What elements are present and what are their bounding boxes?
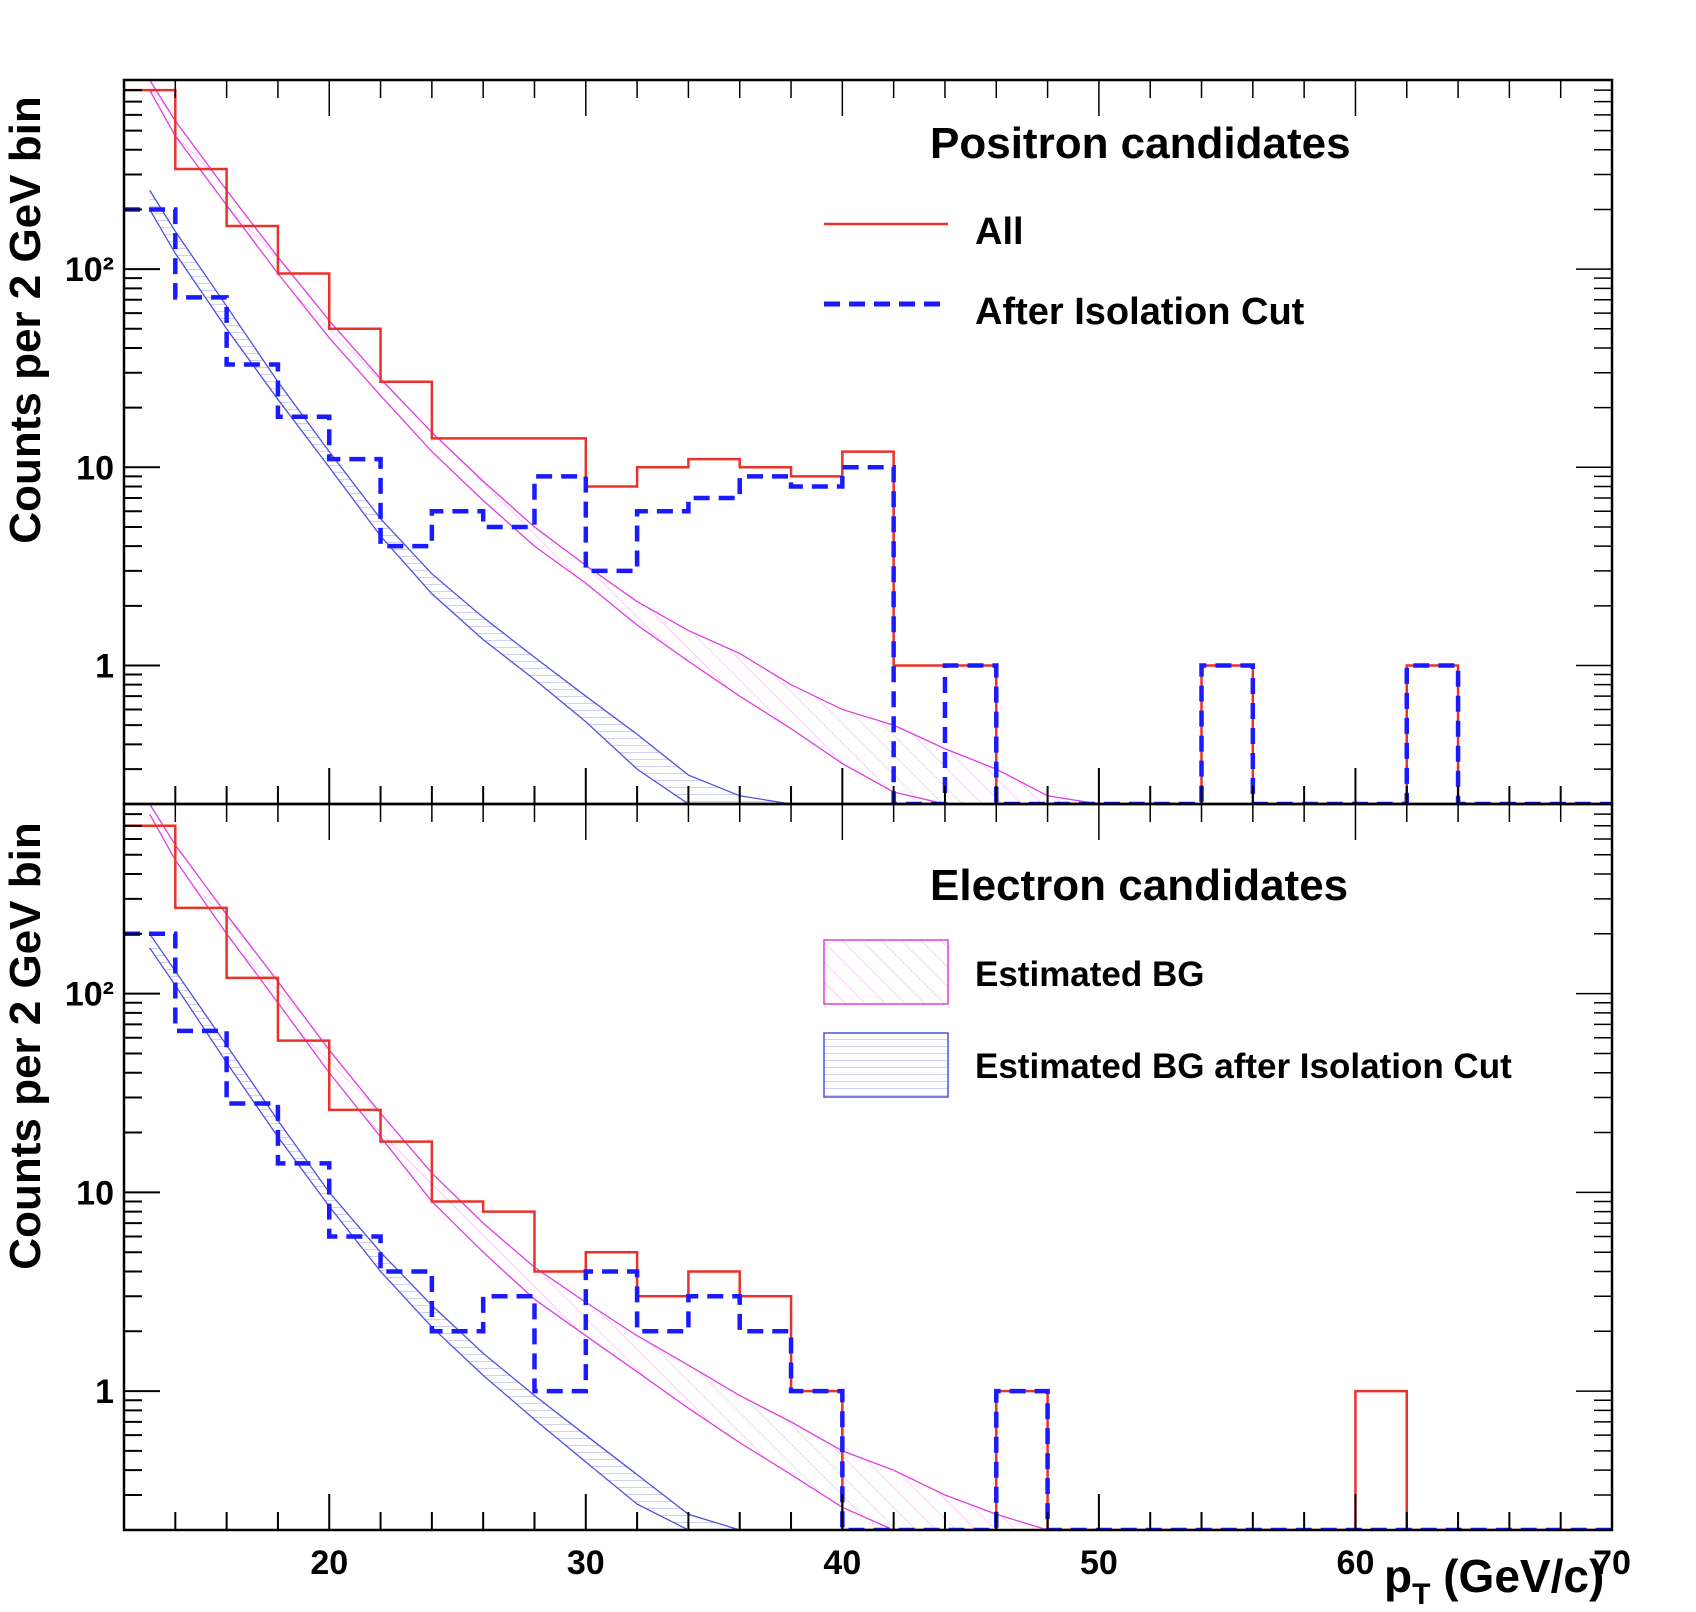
electron-y-tick-label: 1 [95, 1373, 114, 1411]
electron-hist-after-isolation [124, 931, 1612, 1530]
electron-panel: 1 10 10² 20 30 40 50 60 70 Counts per 2 GeV bin… [1, 802, 1631, 1611]
electron-x-tick-label: 40 [823, 1544, 861, 1582]
electron-hist-all [124, 824, 1612, 1530]
electron-band-upper-0 [149, 804, 1048, 1530]
positron-hist-all [124, 88, 1612, 804]
positron-legend-title: Positron candidates [930, 119, 1351, 168]
positron-panel: 1 10 10² Counts per 2 GeV bin Positron can… [1, 78, 1614, 806]
positron-y-tick-label: 1 [95, 647, 114, 685]
electron-x-tick-label: 60 [1337, 1544, 1375, 1582]
electron-y-tick-label: 10² [65, 976, 114, 1014]
positron-y-ticks: 1 10 10² [65, 79, 1612, 805]
electron-legend-title: Electron candidates [930, 861, 1348, 910]
positron-histograms [124, 88, 1612, 804]
positron-bg-bands [149, 80, 1099, 804]
electron-x-tick-label: 70 [1593, 1544, 1631, 1582]
electron-x-ticks: 20 30 40 50 60 70 [174, 804, 1631, 1582]
legend-bg-swatch [823, 939, 949, 1005]
legend-all-label: All [975, 211, 1024, 253]
positron-band-lower-0 [149, 89, 1099, 804]
positron-y-tick-label: 10 [76, 449, 114, 487]
electron-x-tick-label: 50 [1080, 1544, 1118, 1582]
positron-band-upper-0 [149, 80, 1099, 804]
legend-bg-iso-label: Estimated BG after Isolation Cut [975, 1047, 1512, 1086]
electron-bg-bands [149, 804, 1048, 1530]
electron-x-tick-label: 30 [567, 1544, 605, 1582]
electron-frame [122, 802, 1614, 1532]
positron-x-ticks [174, 80, 1613, 804]
legend-iso-label: After Isolation Cut [975, 291, 1305, 333]
legend-bg-label: Estimated BG [975, 955, 1205, 994]
positron-y-axis-label: Counts per 2 GeV bin [1, 96, 50, 543]
electron-band-lower-1 [149, 947, 792, 1530]
legend-bg-iso-swatch [823, 1032, 949, 1098]
electron-y-ticks: 1 10 10² [65, 803, 1612, 1531]
positron-band-lower-1 [149, 209, 843, 804]
electron-histograms [124, 824, 1612, 1530]
positron-y-tick-label: 10² [65, 251, 114, 289]
electron-band-fill-0 [149, 804, 1048, 1530]
x-axis-label: pT (GeV/c) [1384, 1550, 1604, 1611]
electron-band-lower-0 [149, 813, 1048, 1530]
positron-band-fill-0 [149, 80, 1099, 804]
electron-y-tick-label: 10 [76, 1174, 114, 1212]
electron-y-axis-label: Counts per 2 GeV bin [1, 822, 50, 1269]
positron-hist-after-isolation [124, 207, 1612, 804]
positron-frame [122, 78, 1614, 806]
electron-x-tick-label: 20 [310, 1544, 348, 1582]
positron-band-upper-1 [149, 189, 843, 804]
